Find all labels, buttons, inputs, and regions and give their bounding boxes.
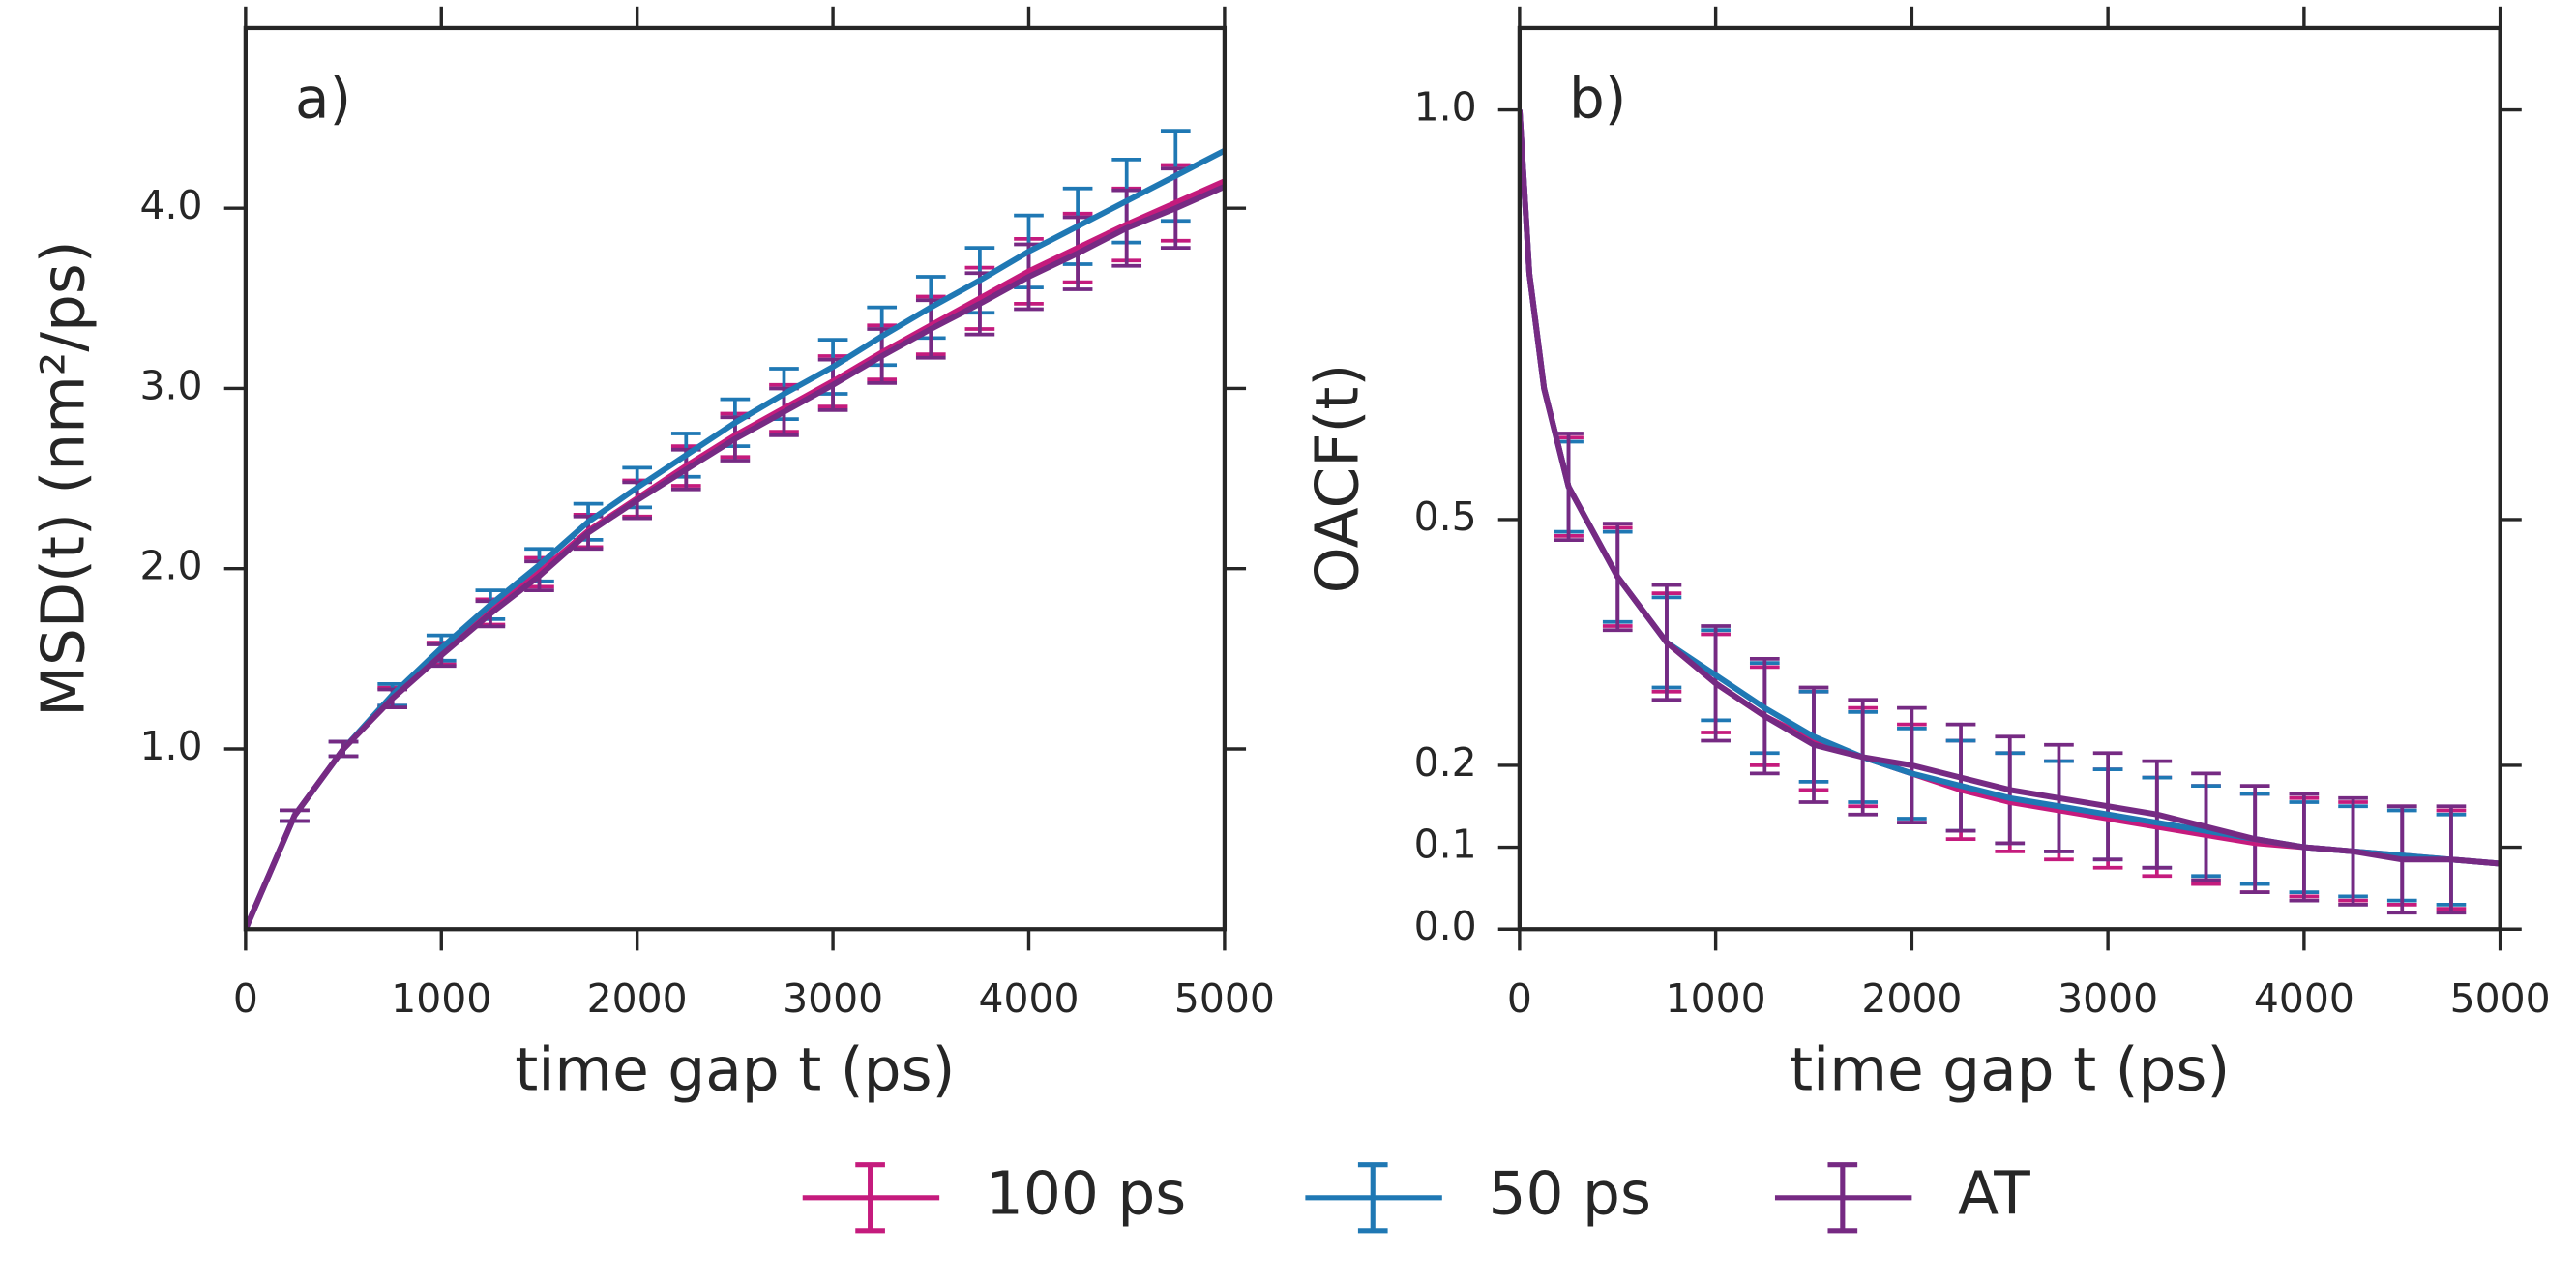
- y-tick-label: 0.1: [1414, 822, 1477, 868]
- y-tick-label: 0.0: [1414, 903, 1477, 949]
- x-tick-label: 2000: [1861, 975, 1962, 1022]
- y-tick-label: 1.0: [1414, 84, 1477, 131]
- x-tick-label: 2000: [587, 975, 688, 1022]
- x-tick-label: 1000: [391, 975, 491, 1022]
- x-axis-label: time gap t (ps): [515, 1036, 955, 1105]
- y-tick-label: 3.0: [140, 362, 203, 408]
- x-tick-label: 3000: [783, 975, 883, 1022]
- y-axis-label: MSD(t) (nm²/ps): [29, 240, 98, 717]
- x-tick-label: 0: [233, 975, 258, 1022]
- x-tick-label: 4000: [2254, 975, 2354, 1022]
- legend-label: 50 ps: [1489, 1159, 1651, 1228]
- y-tick-label: 1.0: [140, 723, 203, 769]
- line: [245, 147, 1227, 930]
- x-tick-label: 1000: [1666, 975, 1766, 1022]
- y-tick-label: 4.0: [140, 182, 203, 228]
- frame: [243, 25, 1228, 932]
- y-tick-label: 0.2: [1414, 739, 1477, 786]
- legend-marker: [1774, 1162, 1912, 1234]
- plot-area: [1519, 109, 2501, 915]
- x-tick-label: 3000: [2058, 975, 2158, 1022]
- x-tick-label: 4000: [978, 975, 1079, 1022]
- x-axis-label: time gap t (ps): [1790, 1036, 2230, 1105]
- line: [245, 178, 1227, 930]
- line: [245, 184, 1227, 930]
- line: [1519, 109, 2501, 867]
- panel-label: b): [1569, 66, 1626, 132]
- y-tick-label: 0.5: [1414, 493, 1477, 540]
- frame: [1517, 25, 2502, 932]
- y-tick-label: 2.0: [140, 543, 203, 589]
- y-axis-label: OACF(t): [1303, 364, 1372, 594]
- legend-marker: [802, 1162, 940, 1234]
- legend-label: AT: [1958, 1159, 2030, 1228]
- panel-label: a): [295, 66, 351, 132]
- x-tick-label: 0: [1507, 975, 1532, 1022]
- legend-marker: [1305, 1162, 1442, 1234]
- x-tick-label: 5000: [2450, 975, 2551, 1022]
- x-tick-label: 5000: [1174, 975, 1275, 1022]
- legend-label: 100 ps: [986, 1159, 1186, 1228]
- plot-area: [245, 129, 1227, 930]
